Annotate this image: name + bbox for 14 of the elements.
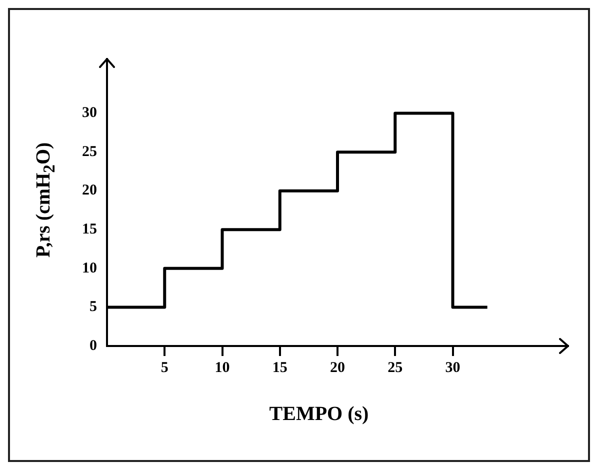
x-tick-label: 20 bbox=[330, 360, 345, 376]
y-tick-label: 5 bbox=[90, 299, 97, 316]
x-axis-title: TEMPO (s) bbox=[268, 403, 370, 426]
y-tick-label: 10 bbox=[82, 260, 97, 276]
y-tick-label: 0 bbox=[90, 338, 97, 354]
y-tick-label: 20 bbox=[82, 182, 97, 199]
x-tick-label: 5 bbox=[160, 360, 168, 376]
y-tick-label: 25 bbox=[82, 144, 97, 160]
x-tick-label: 15 bbox=[272, 360, 288, 376]
y-tick-label: 15 bbox=[82, 222, 97, 238]
x-tick-label: 30 bbox=[445, 360, 460, 376]
x-tick-label: 10 bbox=[214, 360, 230, 376]
x-tick-label: 25 bbox=[388, 360, 403, 376]
y-tick-label: 30 bbox=[82, 105, 97, 122]
